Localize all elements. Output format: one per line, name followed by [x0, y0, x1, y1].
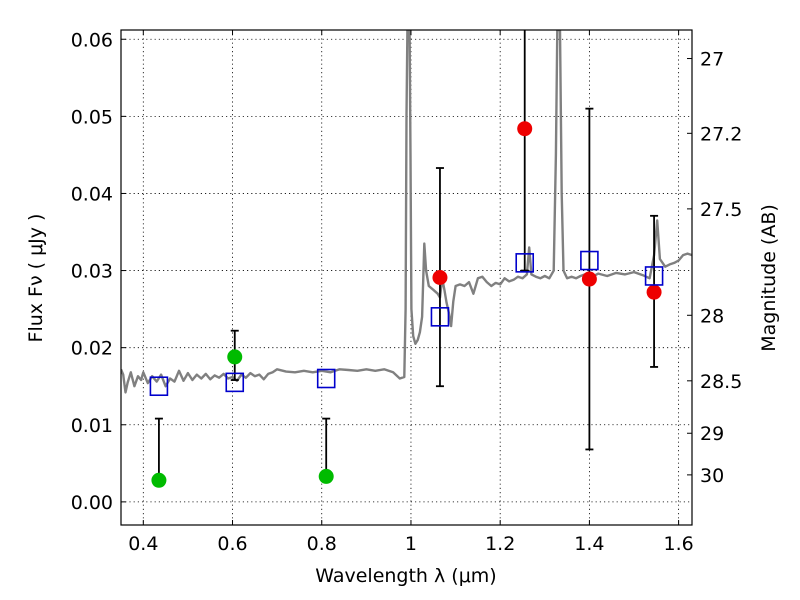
y-tick-label: 0.00	[71, 492, 113, 514]
spectrum-line	[121, 30, 692, 394]
model-photometry-square	[644, 266, 664, 286]
y-tick-label: 0.03	[71, 261, 113, 283]
ticks: 0.4 0.6 0.8 1 1.2 1.4 1.6 0.00 0.01 0.02 0.03 0.04 0…	[71, 29, 743, 555]
x-tick-label: 0.8	[307, 533, 337, 555]
y-tick-label: 0.06	[71, 29, 113, 51]
y-axis-left-label: Flux Fν ( μJy )	[25, 214, 47, 343]
red-data-point	[432, 270, 448, 285]
y-tick-label: 0.01	[71, 415, 113, 437]
plot-frame	[120, 29, 693, 526]
magnitude-tick-label: 27	[700, 49, 724, 71]
data-markers	[149, 121, 664, 488]
magnitude-tick-label: 27.2	[700, 123, 742, 145]
red-data-point	[517, 121, 533, 137]
green-data-point	[151, 472, 167, 488]
x-tick-label: 1.4	[574, 533, 604, 555]
model-photometry-square	[580, 250, 599, 271]
red-data-point	[581, 271, 597, 287]
x-tick-label: 1	[405, 533, 417, 555]
model-spectrum	[121, 30, 692, 394]
model-photometry-square	[225, 372, 245, 393]
x-tick-label: 0.6	[217, 533, 247, 555]
model-photometry-square	[316, 368, 336, 389]
model-photometry-square	[515, 253, 535, 273]
x-axis-label: Wavelength λ (μm)	[315, 565, 496, 587]
magnitude-tick-label: 28	[700, 305, 724, 327]
y-tick-label: 0.04	[71, 183, 113, 205]
green-data-point	[318, 468, 334, 484]
y-tick-label: 0.05	[71, 106, 113, 128]
model-photometry-square	[430, 307, 450, 327]
x-tick-label: 1.2	[485, 533, 515, 555]
magnitude-tick-label: 27.5	[700, 199, 742, 221]
magnitude-tick-label: 30	[700, 465, 724, 487]
magnitude-tick-label: 29	[700, 423, 724, 445]
x-tick-label: 1.6	[664, 533, 694, 555]
red-data-point	[646, 284, 662, 300]
green-data-point	[227, 349, 243, 365]
x-tick-label: 0.4	[128, 533, 158, 555]
model-photometry-square	[149, 376, 169, 397]
y-axis-right-label: Magnitude (AB)	[758, 204, 780, 352]
magnitude-tick-label: 28.5	[700, 371, 742, 393]
y-tick-label: 0.02	[71, 338, 113, 360]
